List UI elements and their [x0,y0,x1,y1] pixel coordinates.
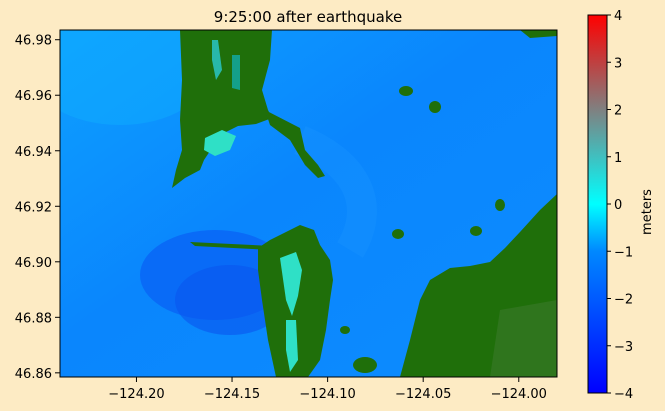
bay-islet-1 [399,86,413,96]
deep-water-core [175,265,285,335]
bay-islet-3 [392,229,404,239]
east-highland-shading [490,300,557,377]
colorbar-tick-label: 1 [614,151,622,166]
light-water-area [60,30,210,125]
x-tick-label: −124.20 [108,387,164,402]
bay-islet-5 [495,199,505,211]
y-tick-label: 46.98 [15,34,52,49]
x-tick-label: −124.05 [395,387,451,402]
colorbar-tick-label: −1 [614,245,633,260]
south-bay-islet [353,357,377,373]
x-tick-label: −124.00 [491,387,547,402]
colorbar-gradient [587,14,608,394]
north-lagoon-channel [212,40,222,80]
plot-area [60,30,557,377]
x-tick-label: −124.15 [204,387,260,402]
south-shallow-patch [280,252,302,316]
north-shallow-patch [204,130,236,156]
northeast-shore-land [520,30,557,38]
colorbar-tick-label: −3 [614,340,633,355]
north-bay-shore-land [265,110,325,178]
plot-frame [59,29,558,378]
north-inlet [232,55,240,90]
y-tick-label: 46.86 [15,367,52,382]
y-axis: 46.98 46.96 46.94 46.92 46.90 46.88 46.86 [15,34,60,382]
bay-current-band [294,126,377,258]
colorbar-tick-label: 0 [614,198,622,213]
y-tick-label: 46.88 [15,311,52,326]
y-tick-label: 46.92 [15,200,52,215]
colorbar-tick-label: −2 [614,293,633,308]
bay-islet-6 [340,326,350,334]
colorbar-ticks: 4 3 2 1 0 −1 −2 −3 −4 [607,9,633,402]
bay-islet-4 [470,226,482,236]
chart-title: 9:25:00 after earthquake [214,8,402,26]
colorbar-tick-label: −4 [614,387,633,402]
colorbar-label: meters [640,189,655,235]
y-tick-label: 46.94 [15,145,52,160]
y-tick-label: 46.90 [15,256,52,271]
colorbar-tick-label: 2 [614,104,622,119]
colorbar: 4 3 2 1 0 −1 −2 −3 −4 meters [587,9,655,402]
harbor-jetty [190,242,272,250]
colorbar-tick-label: 4 [614,9,622,24]
y-tick-label: 46.96 [15,89,52,104]
x-axis: −124.20 −124.15 −124.10 −124.05 −124.00 [108,377,547,402]
x-tick-label: −124.10 [299,387,355,402]
north-peninsula-land [172,30,272,188]
bay-islet-2 [429,101,441,113]
colorbar-tick-label: 3 [614,56,622,71]
south-shallow-strip [286,320,298,372]
